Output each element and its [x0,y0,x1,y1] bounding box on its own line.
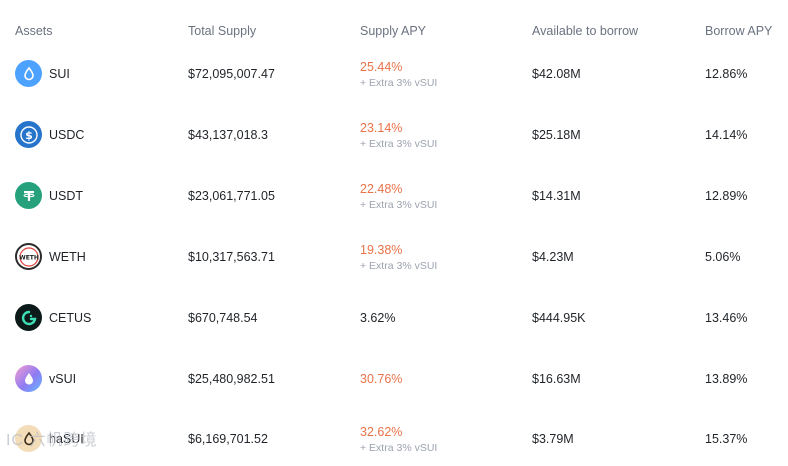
header-assets[interactable]: Assets [15,24,53,38]
header-supply-apy[interactable]: Supply APY [360,24,427,38]
total-supply: $10,317,563.71 [188,250,275,264]
watermark: IC 六帆跨境 [6,432,98,449]
borrow-apy: 14.14% [705,128,748,142]
svg-text:WETH: WETH [19,254,39,261]
cetus-icon [15,304,42,331]
usdt-icon [15,182,42,209]
supply-apy-extra: + Extra 3% vSUI [360,77,438,89]
supply-apy: 25.44% + Extra 3% vSUI [360,60,437,89]
asset-name: vSUI [49,372,77,386]
asset-name: USDT [49,189,84,203]
supply-apy-value: 32.62% [360,425,403,439]
total-supply: $72,095,007.47 [188,67,275,81]
available-to-borrow: $16.63M [532,372,581,386]
asset-name: SUI [49,67,70,81]
table-row[interactable]: CETUS $670,748.54 3.62% $444.95K 13.46% [0,288,788,348]
supply-apy: 23.14% + Extra 3% vSUI [360,121,437,150]
supply-apy-value: 25.44% [360,60,403,74]
total-supply: $43,137,018.3 [188,128,268,142]
asset-name: USDC [49,128,85,142]
supply-apy-value: 3.62% [360,311,396,325]
borrow-apy: 5.06% [705,250,741,264]
available-to-borrow: $25.18M [532,128,581,142]
total-supply: $23,061,771.05 [188,189,275,203]
borrow-apy: 12.89% [705,189,748,203]
available-to-borrow: $42.08M [532,67,581,81]
sui-icon [15,60,42,87]
borrow-apy: 12.86% [705,67,748,81]
supply-apy: 3.62% [360,311,395,325]
available-to-borrow: $14.31M [532,189,581,203]
borrow-apy: 15.37% [705,432,748,446]
supply-apy: 22.48% + Extra 3% vSUI [360,182,437,211]
table-row[interactable]: haSUI $6,169,701.52 32.62% + Extra 3% vS… [0,409,788,466]
asset-name: WETH [49,250,86,264]
vsui-icon [15,365,42,392]
supply-apy: 30.76% [360,372,402,386]
table-row[interactable]: vSUI $25,480,982.51 30.76% $16.63M 13.89… [0,349,788,409]
supply-apy-extra: + Extra 3% vSUI [360,199,438,211]
header-total-supply[interactable]: Total Supply [188,24,257,38]
supply-apy: 32.62% + Extra 3% vSUI [360,425,437,454]
supply-apy-value: 22.48% [360,182,403,196]
table-row[interactable]: $ USDC $43,137,018.3 23.14% + Extra 3% v… [0,105,788,165]
supply-apy-value: 30.76% [360,372,403,386]
borrow-apy: 13.89% [705,372,748,386]
hasui-icon [15,425,42,452]
table-row[interactable]: SUI $72,095,007.47 25.44% + Extra 3% vSU… [0,44,788,104]
supply-apy: 19.38% + Extra 3% vSUI [360,243,437,272]
available-to-borrow: $4.23M [532,250,574,264]
supply-apy-extra: + Extra 3% vSUI [360,138,438,150]
total-supply: $6,169,701.52 [188,432,268,446]
available-to-borrow: $3.79M [532,432,574,446]
header-borrow-apy[interactable]: Borrow APY [705,24,773,38]
supply-apy-extra: + Extra 3% vSUI [360,442,438,454]
total-supply: $670,748.54 [188,311,258,325]
borrow-apy: 13.46% [705,311,748,325]
header-available-to-borrow[interactable]: Available to borrow [532,24,639,38]
supply-apy-extra: + Extra 3% vSUI [360,260,438,272]
supply-apy-value: 19.38% [360,243,403,257]
asset-name: CETUS [49,311,92,325]
total-supply: $25,480,982.51 [188,372,275,386]
table-header: Assets Total Supply Supply APY Available… [0,0,788,62]
supply-apy-value: 23.14% [360,121,403,135]
table-row[interactable]: USDT $23,061,771.05 22.48% + Extra 3% vS… [0,166,788,226]
usdc-icon: $ [15,121,42,148]
asset-name: haSUI [49,432,84,446]
available-to-borrow: $444.95K [532,311,586,325]
weth-icon: WETH [15,243,42,270]
table-row[interactable]: WETH WETH $10,317,563.71 19.38% + Extra … [0,227,788,287]
svg-text:$: $ [25,129,33,142]
